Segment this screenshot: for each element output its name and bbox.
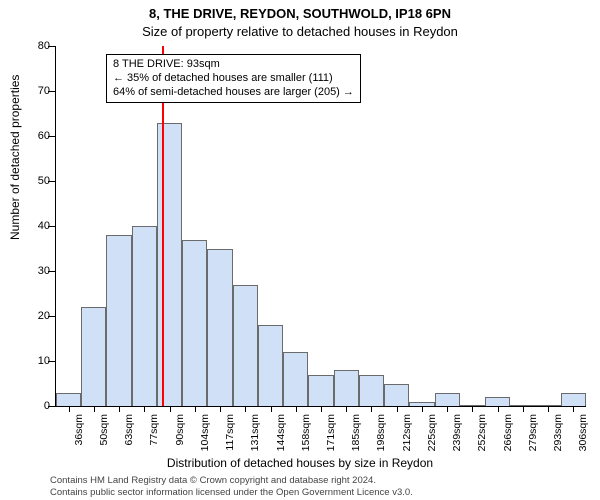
x-tick-label: 90sqm	[174, 414, 186, 446]
plot-area: 0102030405060708036sqm50sqm63sqm77sqm90s…	[55, 46, 586, 407]
x-tick	[94, 406, 95, 412]
x-tick	[422, 406, 423, 412]
y-tick-label: 50	[24, 175, 50, 187]
x-tick-label: 63sqm	[123, 414, 135, 446]
histogram-bar	[283, 352, 308, 406]
x-tick	[220, 406, 221, 412]
x-tick-label: 225sqm	[426, 414, 438, 451]
chart-title-address: 8, THE DRIVE, REYDON, SOUTHWOLD, IP18 6P…	[0, 6, 600, 21]
histogram-bar	[106, 235, 131, 406]
x-tick-label: 266sqm	[502, 414, 514, 451]
histogram-bar	[485, 397, 510, 406]
attribution-line1: Contains HM Land Registry data © Crown c…	[50, 475, 413, 486]
attribution-text: Contains HM Land Registry data © Crown c…	[50, 475, 413, 498]
x-tick	[447, 406, 448, 412]
x-tick-label: 131sqm	[249, 414, 261, 451]
y-tick-label: 80	[24, 40, 50, 52]
attribution-line2: Contains public sector information licen…	[50, 487, 413, 498]
x-tick	[119, 406, 120, 412]
x-tick-label: 117sqm	[224, 414, 236, 451]
x-tick-label: 36sqm	[73, 414, 85, 446]
y-tick-label: 20	[24, 310, 50, 322]
x-tick	[371, 406, 372, 412]
x-tick-label: 252sqm	[476, 414, 488, 451]
x-tick-label: 158sqm	[300, 414, 312, 451]
x-tick	[271, 406, 272, 412]
histogram-bar	[561, 393, 586, 407]
annotation-line: ← 35% of detached houses are smaller (11…	[113, 72, 354, 86]
x-tick-label: 77sqm	[148, 414, 160, 446]
x-tick-label: 104sqm	[199, 414, 211, 451]
y-tick-label: 40	[24, 220, 50, 232]
annotation-line: 64% of semi-detached houses are larger (…	[113, 86, 354, 100]
y-tick-label: 30	[24, 265, 50, 277]
histogram-bar	[132, 226, 157, 406]
annotation-line: 8 THE DRIVE: 93sqm	[113, 58, 354, 72]
y-tick-label: 0	[24, 400, 50, 412]
y-tick-label: 60	[24, 130, 50, 142]
y-tick-label: 70	[24, 85, 50, 97]
x-tick	[548, 406, 549, 412]
histogram-bar	[258, 325, 283, 406]
x-tick-label: 212sqm	[401, 414, 413, 451]
y-tick-label: 10	[24, 355, 50, 367]
histogram-bar	[157, 123, 182, 407]
x-tick-label: 198sqm	[375, 414, 387, 451]
x-tick	[144, 406, 145, 412]
x-tick	[573, 406, 574, 412]
x-tick-label: 306sqm	[577, 414, 589, 451]
x-tick	[170, 406, 171, 412]
histogram-bar	[81, 307, 106, 406]
x-tick	[523, 406, 524, 412]
x-tick	[397, 406, 398, 412]
x-tick	[245, 406, 246, 412]
x-tick-label: 279sqm	[527, 414, 539, 451]
histogram-bar	[207, 249, 232, 407]
x-tick	[498, 406, 499, 412]
histogram-bar	[435, 393, 460, 407]
y-axis-label: Number of detached properties	[8, 75, 22, 240]
histogram-bar	[308, 375, 333, 407]
histogram-bar	[334, 370, 359, 406]
x-axis-label: Distribution of detached houses by size …	[0, 456, 600, 470]
x-tick-label: 144sqm	[275, 414, 287, 451]
x-tick-label: 50sqm	[98, 414, 110, 446]
x-tick	[346, 406, 347, 412]
x-tick-label: 293sqm	[552, 414, 564, 451]
x-tick	[321, 406, 322, 412]
histogram-bar	[182, 240, 207, 407]
annotation-box: 8 THE DRIVE: 93sqm← 35% of detached hous…	[106, 54, 361, 103]
histogram-bar	[384, 384, 409, 407]
histogram-bar	[56, 393, 81, 407]
x-tick-label: 185sqm	[350, 414, 362, 451]
x-tick	[69, 406, 70, 412]
x-tick	[296, 406, 297, 412]
x-tick-label: 239sqm	[451, 414, 463, 451]
chart-container: 8, THE DRIVE, REYDON, SOUTHWOLD, IP18 6P…	[0, 0, 600, 500]
x-tick	[195, 406, 196, 412]
histogram-bar	[359, 375, 384, 407]
histogram-bar	[233, 285, 258, 407]
x-tick-label: 171sqm	[325, 414, 337, 451]
x-tick	[472, 406, 473, 412]
chart-subtitle: Size of property relative to detached ho…	[0, 24, 600, 39]
